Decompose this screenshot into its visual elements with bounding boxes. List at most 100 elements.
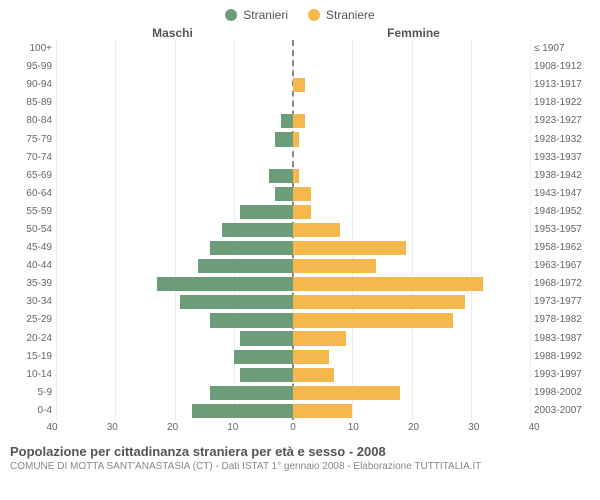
age-row xyxy=(56,384,530,402)
ytick-birth: 1938-1942 xyxy=(534,167,582,185)
bar-male xyxy=(198,259,293,273)
ytick-birth: 1918-1922 xyxy=(534,94,582,112)
age-row xyxy=(56,58,530,76)
age-row xyxy=(56,94,530,112)
bar-male xyxy=(180,295,293,309)
bar-female xyxy=(293,205,311,219)
xtick-label: 40 xyxy=(528,422,539,433)
legend: Stranieri Straniere xyxy=(0,0,600,26)
ytick-birth: 1908-1912 xyxy=(534,58,582,76)
ytick-age: 75-79 xyxy=(26,130,52,148)
ytick-age: 0-4 xyxy=(38,402,52,420)
age-row xyxy=(56,275,530,293)
age-row xyxy=(56,257,530,275)
bar-female xyxy=(293,295,465,309)
ytick-age: 85-89 xyxy=(26,94,52,112)
ytick-birth: 1933-1937 xyxy=(534,149,582,167)
bar-female xyxy=(293,404,352,418)
footer: Popolazione per cittadinanza straniera p… xyxy=(0,436,600,472)
ytick-birth: 1973-1977 xyxy=(534,293,582,311)
ytick-birth: 1948-1952 xyxy=(534,203,582,221)
ytick-age: 90-94 xyxy=(26,76,52,94)
age-row xyxy=(56,203,530,221)
age-row xyxy=(56,40,530,58)
column-headers: Maschi Femmine xyxy=(0,26,600,40)
xtick-label: 20 xyxy=(167,422,178,433)
bar-rows xyxy=(56,40,530,420)
age-row xyxy=(56,293,530,311)
bar-female xyxy=(293,350,329,364)
bar-female xyxy=(293,386,400,400)
ytick-birth: ≤ 1907 xyxy=(534,40,565,58)
ytick-birth: 1928-1932 xyxy=(534,130,582,148)
age-row xyxy=(56,348,530,366)
xtick-label: 20 xyxy=(408,422,419,433)
header-female: Femmine xyxy=(293,26,534,40)
ytick-birth: 1943-1947 xyxy=(534,185,582,203)
age-row xyxy=(56,112,530,130)
bar-female xyxy=(293,241,406,255)
chart-title: Popolazione per cittadinanza straniera p… xyxy=(10,444,590,459)
ytick-birth: 1958-1962 xyxy=(534,239,582,257)
ytick-age: 50-54 xyxy=(26,221,52,239)
age-row xyxy=(56,149,530,167)
chart-subtitle: COMUNE DI MOTTA SANT'ANASTASIA (CT) - Da… xyxy=(10,461,590,472)
bar-male xyxy=(234,350,293,364)
xaxis: 40302010010203040 xyxy=(0,420,600,436)
xtick-label: 30 xyxy=(468,422,479,433)
bar-female xyxy=(293,114,305,128)
bar-female xyxy=(293,187,311,201)
xtick-label: 10 xyxy=(348,422,359,433)
legend-item-male: Stranieri xyxy=(225,8,288,22)
ytick-age: 100+ xyxy=(29,40,52,58)
ytick-age: 25-29 xyxy=(26,311,52,329)
ytick-birth: 1913-1917 xyxy=(534,76,582,94)
bar-male xyxy=(192,404,293,418)
xtick-label: 40 xyxy=(46,422,57,433)
ytick-birth: 1993-1997 xyxy=(534,366,582,384)
bar-female xyxy=(293,368,334,382)
ytick-age: 20-24 xyxy=(26,330,52,348)
ytick-age: 40-44 xyxy=(26,257,52,275)
age-row xyxy=(56,311,530,329)
legend-label-male: Stranieri xyxy=(243,8,288,22)
bar-female xyxy=(293,259,376,273)
bar-female xyxy=(293,132,299,146)
age-row xyxy=(56,167,530,185)
age-row xyxy=(56,185,530,203)
plot-area xyxy=(56,40,530,420)
swatch-male xyxy=(225,9,237,21)
bar-male xyxy=(157,277,293,291)
bar-female xyxy=(293,313,453,327)
bar-male xyxy=(240,331,293,345)
bar-female xyxy=(293,169,299,183)
ytick-birth: 1988-1992 xyxy=(534,348,582,366)
chart: 100+95-9990-9485-8980-8475-7970-7465-696… xyxy=(0,40,600,420)
legend-label-female: Straniere xyxy=(326,8,375,22)
xtick-label: 30 xyxy=(107,422,118,433)
ytick-birth: 1953-1957 xyxy=(534,221,582,239)
xaxis-ticks: 40302010010203040 xyxy=(52,422,534,436)
ytick-age: 60-64 xyxy=(26,185,52,203)
ytick-age: 80-84 xyxy=(26,112,52,130)
ytick-age: 70-74 xyxy=(26,149,52,167)
bar-male xyxy=(281,114,293,128)
age-row xyxy=(56,76,530,94)
ytick-birth: 1998-2002 xyxy=(534,384,582,402)
age-row xyxy=(56,221,530,239)
gridline xyxy=(530,40,531,420)
ytick-birth: 1983-1987 xyxy=(534,330,582,348)
bar-male xyxy=(210,313,293,327)
ytick-age: 65-69 xyxy=(26,167,52,185)
bar-female xyxy=(293,331,346,345)
ytick-age: 30-34 xyxy=(26,293,52,311)
legend-item-female: Straniere xyxy=(308,8,375,22)
yaxis-left: 100+95-9990-9485-8980-8475-7970-7465-696… xyxy=(4,40,56,420)
ytick-age: 95-99 xyxy=(26,58,52,76)
ytick-birth: 1923-1927 xyxy=(534,112,582,130)
ytick-age: 5-9 xyxy=(38,384,52,402)
ytick-birth: 2003-2007 xyxy=(534,402,582,420)
age-row xyxy=(56,239,530,257)
ytick-birth: 1963-1967 xyxy=(534,257,582,275)
xtick-label: 10 xyxy=(227,422,238,433)
